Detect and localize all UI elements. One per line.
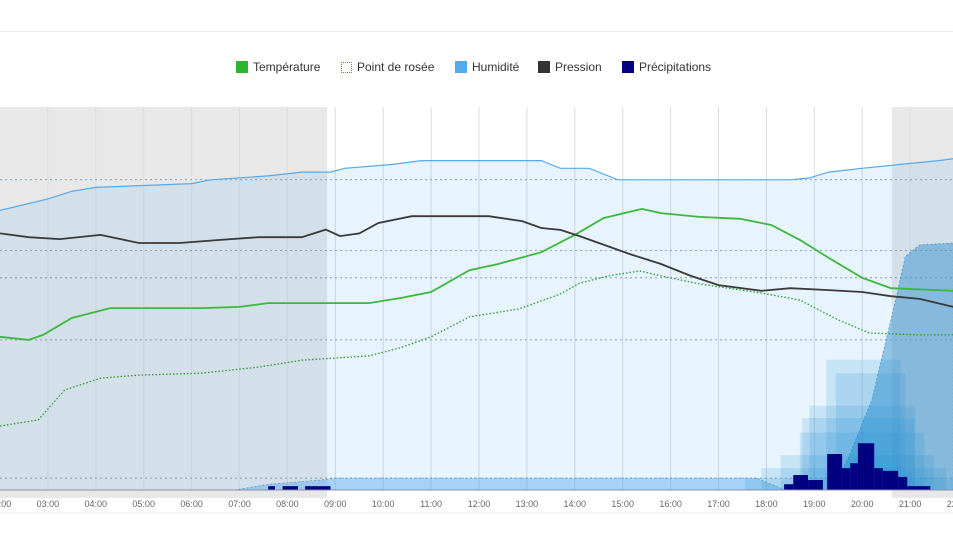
legend-swatch [622,61,634,73]
x-tick-label: 18:00 [755,499,778,509]
x-tick-label: 16:00 [659,499,682,509]
dew-point-line [0,270,953,427]
x-tick-label: 07:00 [228,499,251,509]
x-tick-label: 19:00 [803,499,826,509]
precip-bar [857,443,875,490]
x-tick-label: 22:00 [947,499,953,509]
legend-label: Point de rosée [357,60,435,74]
precip-bar [874,468,883,490]
legend-label: Précipitations [639,60,712,74]
x-tick-label: 10:00 [372,499,395,509]
precip-bar [793,475,809,490]
top-divider [0,31,953,32]
precip-bar [850,463,858,490]
chart-legend: Température Point de rosée Humidité Pres… [0,60,953,76]
x-tick-label: 05:00 [132,499,155,509]
x-tick-label: 17:00 [707,499,730,509]
x-tick-label: 06:00 [180,499,203,509]
precip-bar [784,484,794,490]
legend-swatch [455,61,467,73]
legend-swatch [538,61,550,73]
x-tick-label: 14:00 [564,499,587,509]
humidity-line [0,158,953,211]
humidity-area [0,158,953,490]
precip-cumulative-area [829,242,953,491]
precip-bar [268,486,275,490]
precip-bar [305,486,331,490]
legend-swatch [341,61,352,73]
pressure-line [0,215,953,308]
legend-label: Température [253,60,321,74]
x-tick-label: 02:00 [0,499,11,509]
legend-swatch [236,61,248,73]
x-tick-label: 20:00 [851,499,874,509]
x-tick-label: 13:00 [516,499,539,509]
precip-bar [882,470,899,490]
precip-bar [282,486,298,490]
temperature-line [0,207,953,341]
legend-item-humidity[interactable]: Humidité [455,60,519,74]
x-tick-label: 21:00 [899,499,922,509]
x-tick-label: 04:00 [85,499,108,509]
x-tick-label: 12:00 [468,499,491,509]
precip-bar [907,486,931,490]
precip-bar [808,480,823,490]
legend-item-dew-point[interactable]: Point de rosée [341,60,434,74]
legend-item-temperature[interactable]: Température [236,60,320,74]
precip-bar [842,468,851,490]
x-tick-label: 03:00 [37,499,60,509]
precip-bar [898,476,908,490]
legend-label: Humidité [472,60,520,74]
x-tick-label: 11:00 [420,499,442,509]
legend-item-precipitation[interactable]: Précipitations [622,60,711,74]
x-tick-label: 08:00 [276,499,299,509]
legend-item-pressure[interactable]: Pression [538,60,602,74]
precip-bar [827,453,843,490]
x-tick-label: 15:00 [611,499,634,509]
x-tick-label: 09:00 [324,499,347,509]
legend-label: Pression [555,60,602,74]
